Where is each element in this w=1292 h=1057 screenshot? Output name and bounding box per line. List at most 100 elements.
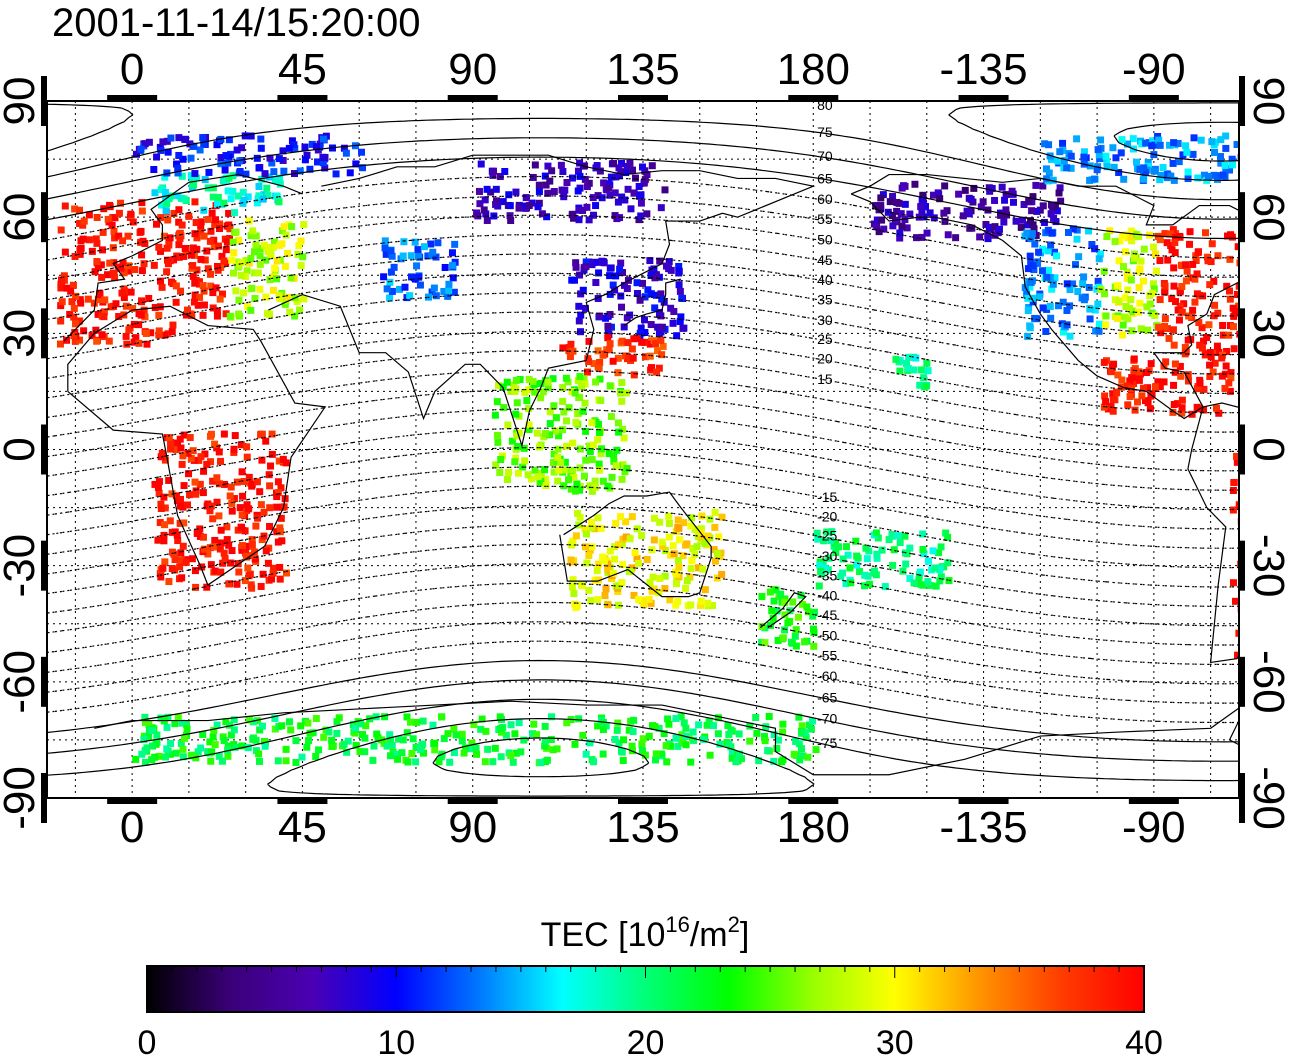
tec-cell — [557, 161, 565, 169]
tec-cell — [695, 721, 703, 729]
tec-cell — [595, 269, 603, 277]
tec-cell — [476, 200, 484, 208]
tec-cell — [635, 182, 643, 190]
tec-cell — [807, 725, 815, 733]
tec-cell — [641, 329, 649, 337]
tec-cell — [138, 267, 146, 275]
tec-cell — [183, 725, 191, 733]
tec-cell — [1263, 175, 1270, 182]
tec-cell — [257, 144, 265, 152]
tec-cell — [613, 446, 621, 454]
tec-cell — [1177, 261, 1185, 269]
right-tick-label: 0 — [1244, 437, 1292, 461]
tec-cell — [132, 755, 140, 763]
tec-cell — [604, 566, 612, 574]
tec-cell — [110, 227, 118, 235]
bottom-tick-label: -90 — [1122, 803, 1186, 852]
tec-cell — [635, 216, 643, 224]
tec-cell — [658, 295, 666, 303]
tec-cell — [448, 249, 456, 257]
tec-cell — [937, 573, 945, 581]
tec-cell — [197, 453, 205, 461]
tec-cell — [1125, 304, 1133, 312]
tec-cell — [605, 184, 613, 192]
tec-cell — [940, 209, 948, 217]
tec-cell — [917, 366, 925, 374]
frame-tick — [107, 95, 158, 101]
tec-cell — [589, 441, 597, 449]
tec-cell — [507, 216, 515, 224]
tec-cell — [69, 281, 77, 289]
tec-cell — [902, 360, 910, 368]
tec-cell — [1226, 387, 1234, 395]
tec-cell — [1053, 252, 1061, 260]
tec-cell — [1190, 134, 1198, 142]
tec-cell — [594, 192, 602, 200]
tec-cell — [596, 358, 604, 366]
tec-cell — [441, 263, 449, 271]
tec-cell — [1170, 401, 1178, 409]
tec-cell — [563, 719, 571, 727]
tec-cell — [1064, 228, 1072, 236]
tec-cell — [155, 478, 163, 486]
tec-cell — [675, 267, 683, 275]
tec-cell — [1063, 321, 1071, 329]
tec-cell — [67, 287, 75, 295]
tec-cell — [1216, 153, 1224, 161]
tec-cell — [1151, 311, 1159, 319]
tec-cell — [1176, 287, 1184, 295]
tec-cell — [697, 601, 705, 609]
tec-cell — [210, 543, 218, 551]
tec-cell — [1206, 349, 1214, 357]
mlat-contour — [47, 388, 1239, 472]
tec-cell — [252, 232, 260, 240]
tec-cell — [1140, 164, 1148, 172]
tec-cell — [162, 753, 170, 761]
tec-cell — [936, 195, 944, 203]
tec-cell — [1170, 139, 1178, 147]
tec-cell — [896, 539, 904, 547]
tec-cell — [238, 511, 246, 519]
tec-cell — [449, 274, 457, 282]
tec-cell — [1143, 303, 1151, 311]
top-tick-label: 180 — [777, 45, 850, 94]
tec-cell — [152, 220, 160, 228]
tec-cell — [207, 458, 215, 466]
tec-cell — [910, 579, 918, 587]
tec-cell — [1226, 166, 1234, 174]
tec-cell — [1128, 227, 1136, 235]
tec-cell — [232, 287, 240, 295]
tec-cell — [886, 198, 894, 206]
tec-cell — [1194, 248, 1202, 256]
tec-cell — [209, 193, 217, 201]
tec-cell — [537, 469, 545, 477]
tec-cell — [155, 311, 163, 319]
mlat-contour — [47, 214, 1239, 298]
right-tick-label: 60 — [1244, 193, 1292, 242]
tec-cell — [657, 290, 665, 298]
tec-cell — [163, 723, 171, 731]
tec-cell — [1114, 371, 1122, 379]
tec-cell — [913, 234, 921, 242]
tec-cell — [1261, 467, 1268, 474]
tec-cell — [127, 210, 135, 218]
tec-cell — [873, 223, 881, 231]
tec-cell — [676, 318, 684, 326]
top-tick-label: -90 — [1122, 45, 1186, 94]
tec-cell — [1167, 172, 1175, 180]
tec-cell — [255, 183, 263, 191]
tec-cell — [1018, 216, 1026, 224]
tec-cell — [170, 209, 178, 217]
tec-cell — [628, 564, 636, 572]
tec-cell — [203, 583, 211, 591]
tec-cell — [903, 224, 911, 232]
mlat-contour — [47, 659, 1239, 743]
tec-cell — [896, 229, 904, 237]
bottom-tick-label: 135 — [606, 803, 679, 852]
tec-cell — [111, 214, 119, 222]
tec-cell — [381, 244, 389, 252]
tec-cell — [204, 215, 212, 223]
tec-cell — [1254, 631, 1261, 638]
tec-cell — [635, 595, 643, 603]
tec-cell — [1241, 150, 1248, 157]
